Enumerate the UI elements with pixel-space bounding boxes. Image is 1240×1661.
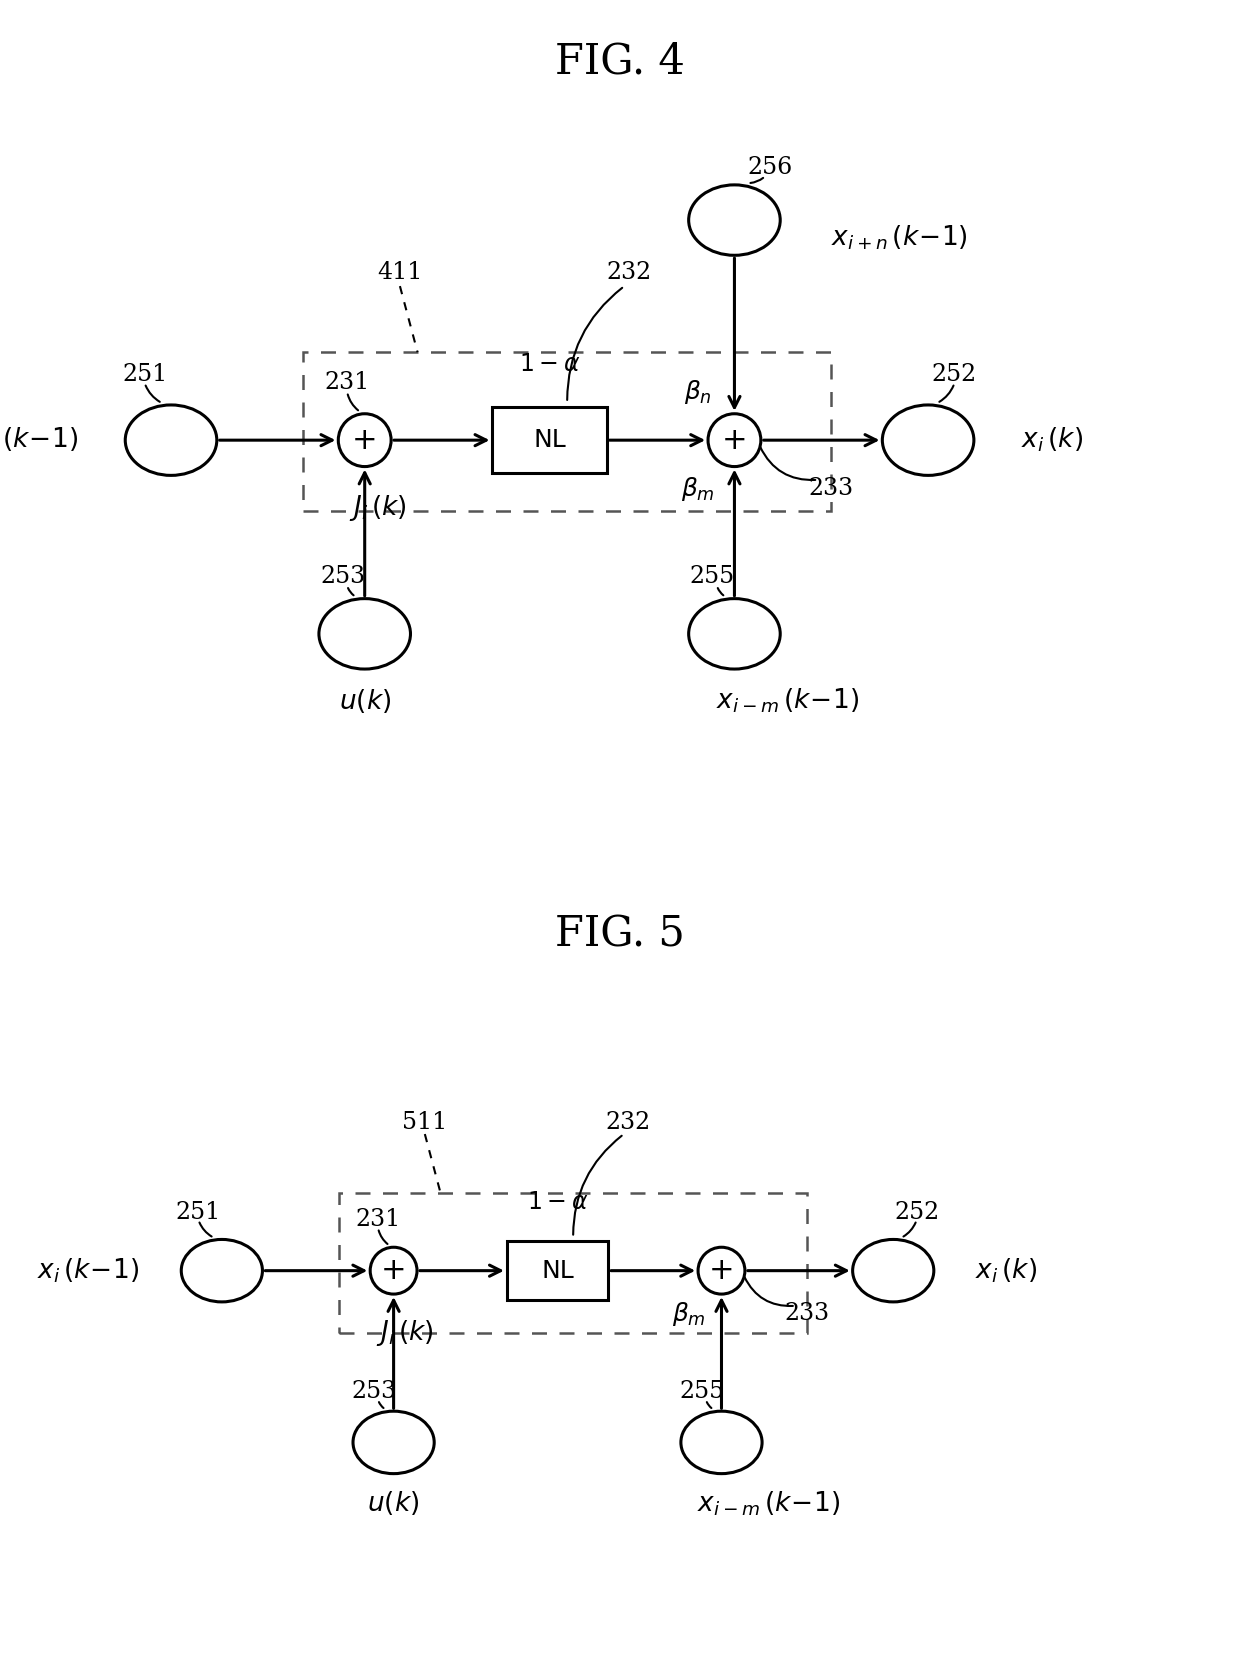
Text: $x_i\,(k\!-\!1)$: $x_i\,(k\!-\!1)$ [0,425,78,455]
Text: 231: 231 [356,1209,401,1231]
Text: $x_i\,(k)$: $x_i\,(k)$ [1021,425,1083,455]
Text: +: + [352,425,377,455]
Text: 252: 252 [894,1201,939,1224]
Text: +: + [722,425,748,455]
Text: $x_{i+n}\,(k\!-\!1)$: $x_{i+n}\,(k\!-\!1)$ [831,224,968,252]
Bar [339,1193,807,1334]
Text: $x_i\,(k)$: $x_i\,(k)$ [975,1256,1037,1286]
Text: 251: 251 [176,1201,221,1224]
FancyBboxPatch shape [507,1241,609,1301]
Ellipse shape [688,598,780,669]
Circle shape [339,414,391,467]
Text: $x_i\,(k\!-\!1)$: $x_i\,(k\!-\!1)$ [37,1256,140,1286]
Text: 232: 232 [606,261,651,284]
Text: 255: 255 [689,565,735,588]
Text: $J_i\,(k)$: $J_i\,(k)$ [348,493,407,523]
Text: FIG. 4: FIG. 4 [556,40,684,83]
Bar [303,352,831,510]
Text: +: + [381,1256,407,1286]
Text: 253: 253 [320,565,366,588]
Ellipse shape [853,1239,934,1302]
FancyBboxPatch shape [492,407,606,473]
Text: 252: 252 [932,362,977,385]
Circle shape [698,1247,745,1294]
Text: 411: 411 [377,261,423,284]
Ellipse shape [353,1412,434,1473]
Ellipse shape [883,405,973,475]
Text: 256: 256 [746,156,792,179]
Text: 231: 231 [325,372,370,394]
Text: $\beta_m$: $\beta_m$ [672,1299,706,1327]
Text: $x_{i-m}\,(k\!-\!1)$: $x_{i-m}\,(k\!-\!1)$ [697,1490,839,1518]
Ellipse shape [681,1412,763,1473]
Text: 511: 511 [402,1111,448,1134]
Text: $\beta_n$: $\beta_n$ [683,377,712,405]
Text: 251: 251 [122,362,167,385]
Text: $u(k)$: $u(k)$ [339,686,391,714]
Text: NL: NL [541,1259,574,1282]
Circle shape [708,414,761,467]
Ellipse shape [319,598,410,669]
Text: $u(k)$: $u(k)$ [367,1490,420,1516]
Text: 255: 255 [680,1380,724,1404]
Text: NL: NL [533,429,565,452]
Text: $\beta_m$: $\beta_m$ [681,475,714,503]
Text: FIG. 5: FIG. 5 [556,914,684,957]
Text: $1-\alpha$: $1-\alpha$ [520,352,580,377]
Text: +: + [709,1256,734,1286]
Text: 233: 233 [808,477,854,500]
Ellipse shape [688,184,780,256]
Text: 232: 232 [605,1111,651,1134]
Text: 253: 253 [351,1380,397,1404]
Text: $1-\alpha$: $1-\alpha$ [527,1189,588,1214]
Ellipse shape [181,1239,263,1302]
Text: $J_i\,(k)$: $J_i\,(k)$ [377,1317,434,1347]
Text: $x_{i-m}\,(k\!-\!1)$: $x_{i-m}\,(k\!-\!1)$ [715,686,859,716]
Circle shape [371,1247,417,1294]
Ellipse shape [125,405,217,475]
Text: 233: 233 [785,1302,830,1325]
